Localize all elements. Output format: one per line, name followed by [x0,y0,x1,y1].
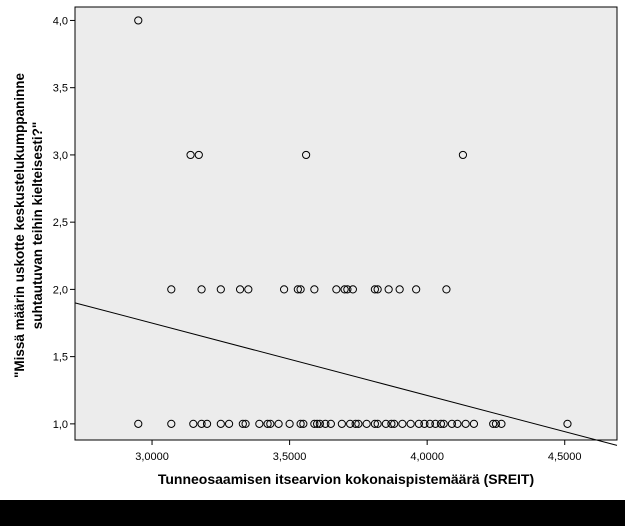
x-tick-label: 4,5000 [548,451,582,463]
data-point [332,285,341,294]
x-tick-label: 3,5000 [273,451,307,463]
data-point [497,419,506,428]
data-point [398,419,407,428]
plot-area [74,6,618,441]
data-point [197,419,206,428]
data-point [266,419,275,428]
y-tick-label: 4,0 [53,15,68,27]
data-point [255,419,264,428]
data-point [436,419,446,428]
data-point [315,419,324,428]
data-point [302,150,311,160]
data-point [412,285,421,294]
data-point [387,419,396,428]
y-axis-label-line: suhtautuvan teihin kielteisesti?" [30,122,45,329]
data-point [296,419,305,428]
data-point [321,419,330,428]
data-point [134,419,143,428]
data-point [186,150,195,160]
data-point [244,285,253,294]
data-point [189,419,198,428]
y-axis-label-line: "Missä määrin uskotte keskustelukumppani… [12,73,27,378]
data-point [293,285,302,294]
data-point [414,419,424,428]
x-tick-label: 4,0000 [410,451,444,463]
data-point [390,419,399,428]
data-point [420,419,429,428]
data-point [238,419,247,428]
data-point [362,419,371,428]
y-tick-label: 3,0 [53,150,68,162]
data-point [235,285,245,294]
data-point [442,285,451,294]
x-tick-label: 3,0000 [135,451,169,463]
data-point [370,285,379,294]
y-tick-label: 2,5 [53,217,68,229]
data-point [313,419,322,428]
data-point [384,285,393,294]
regression-fit-line [74,302,618,446]
x-axis-label: Tunneosaamisen itsearvion kokonaispistem… [158,471,534,487]
data-point [406,419,415,428]
data-point [274,419,283,428]
data-point [197,285,206,294]
data-point [343,285,352,294]
data-point [340,285,349,294]
y-axis-label: "Missä määrin uskotte keskustelukumppani… [12,73,45,378]
data-point [167,285,176,294]
data-point [299,419,308,428]
data-point [134,16,143,25]
y-axis-ticks: 1,0 1,5 2,0 2,5 3,0 3,5 4,0 [53,15,75,431]
y-tick-label: 2,0 [53,284,68,296]
data-point [337,419,346,428]
data-point [348,285,357,294]
data-point [310,285,319,294]
data-point [194,150,203,160]
data-point [370,419,379,428]
data-points [134,16,572,428]
data-point [216,419,225,428]
data-point [351,419,360,428]
data-point [395,285,404,294]
data-point [263,419,272,428]
data-point [167,419,176,428]
data-point [346,419,355,428]
y-tick-label: 1,0 [53,419,68,431]
data-point [563,419,572,428]
data-point [216,285,225,294]
data-point [453,419,462,428]
data-point [469,419,479,428]
data-point [241,419,250,428]
data-point [279,285,289,294]
data-point [431,419,440,428]
data-point [381,419,390,428]
data-point [224,419,234,428]
data-point [296,285,305,294]
data-point [461,419,470,428]
bottom-black-band [0,500,625,526]
x-axis-ticks: 3,0000 3,5000 4,0000 4,5000 [135,440,582,463]
data-point [373,419,382,428]
data-point [458,150,468,160]
y-tick-label: 3,5 [53,83,68,95]
data-point [285,419,294,428]
data-point [326,419,335,428]
data-point [489,419,498,428]
data-point [373,285,382,294]
data-point [354,419,363,428]
data-point [439,419,448,428]
data-point [447,419,457,428]
data-point [425,419,435,428]
data-point [491,419,501,428]
y-tick-label: 1,5 [53,352,68,364]
data-point [202,419,212,428]
data-point [310,419,319,428]
